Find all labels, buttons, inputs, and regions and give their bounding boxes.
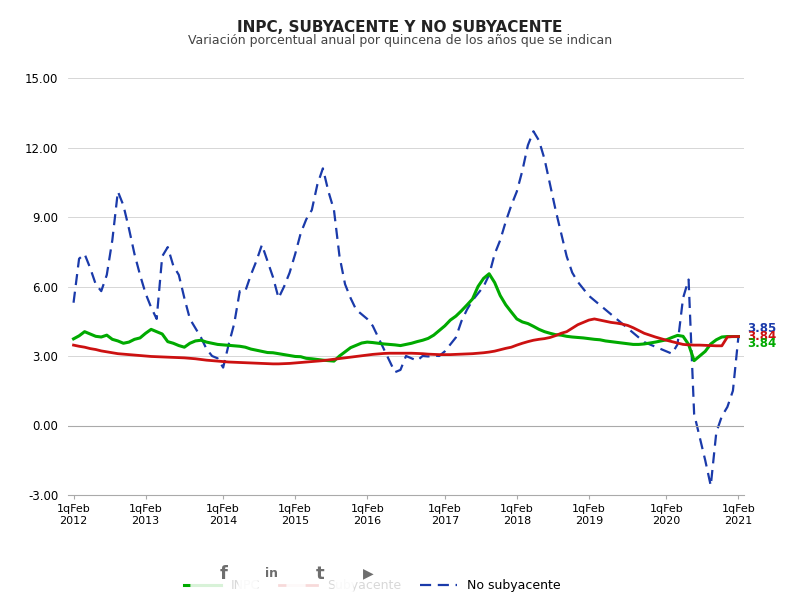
FancyBboxPatch shape [238, 553, 306, 595]
FancyBboxPatch shape [286, 553, 354, 595]
Text: f: f [220, 565, 228, 583]
FancyBboxPatch shape [190, 553, 258, 595]
FancyBboxPatch shape [334, 553, 402, 595]
Text: 3.85: 3.85 [746, 322, 776, 335]
Text: in: in [266, 567, 278, 580]
Text: INPC, SUBYACENTE Y NO SUBYACENTE: INPC, SUBYACENTE Y NO SUBYACENTE [238, 19, 562, 34]
Text: ▶: ▶ [362, 566, 374, 581]
Text: Variación porcentual anual por quincena de los años que se indican: Variación porcentual anual por quincena … [188, 34, 612, 47]
Text: 3.84: 3.84 [746, 330, 776, 343]
Text: 3.84: 3.84 [746, 337, 776, 350]
Legend: INPC, Subyacente, No subyacente: INPC, Subyacente, No subyacente [178, 574, 566, 597]
Text: INEGI: INEGI [428, 565, 483, 583]
Text: t: t [316, 565, 324, 583]
Text: Informa: Informa [508, 565, 578, 583]
